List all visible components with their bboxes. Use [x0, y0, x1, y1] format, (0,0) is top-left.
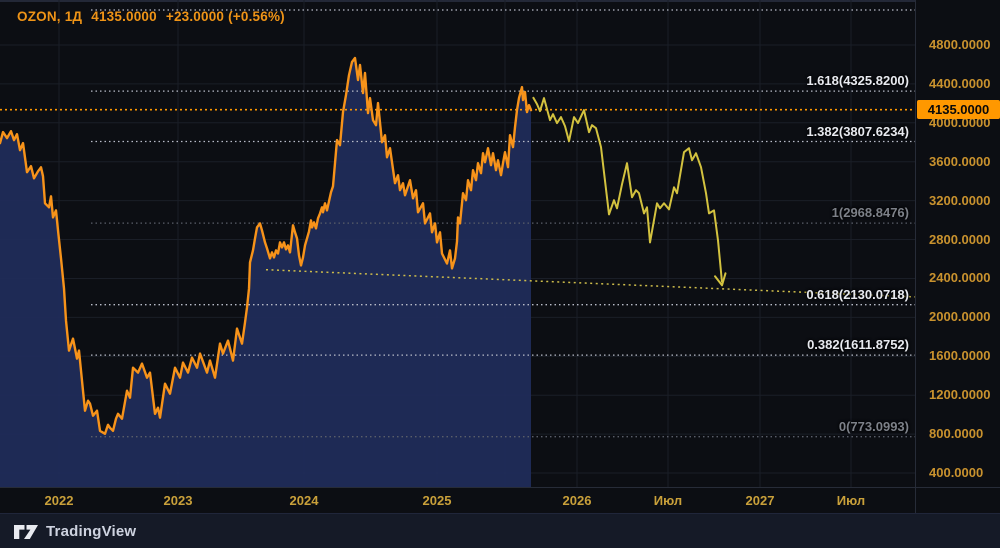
chart-pane[interactable]: OZON, 1Д 4135.0000 +23.0000 (+0.56%) 1.618…: [0, 0, 915, 487]
symbol-legend[interactable]: OZON, 1Д 4135.0000 +23.0000 (+0.56%): [17, 9, 294, 24]
price-axis-tick: 2800.0000: [929, 231, 991, 247]
time-axis-tick: Июл: [653, 493, 683, 508]
price-axis-tick: 2000.0000: [929, 309, 991, 325]
price-axis-tick: 800.0000: [929, 426, 984, 442]
bottom-bar: TradingView: [0, 513, 1000, 548]
time-axis-tick: 2026: [562, 493, 592, 508]
time-axis-tick: 2023: [163, 493, 193, 508]
time-axis-tick: 2027: [745, 493, 775, 508]
fib-level-label: 1.618(4325.8200): [806, 73, 909, 89]
fib-level-label: 0.618(2130.0718): [806, 286, 909, 302]
legend-price: 4135.0000: [91, 9, 157, 24]
time-axis-tick: Июл: [836, 493, 866, 508]
tradingview-logo[interactable]: TradingView: [13, 521, 136, 541]
price-axis-tick: 2400.0000: [929, 270, 991, 286]
fib-level-label: 1.382(3807.6234): [806, 123, 909, 139]
price-axis-tick: 4400.0000: [929, 75, 991, 91]
price-axis-tick: 1200.0000: [929, 387, 991, 403]
fib-level-label: 1(2968.8476): [831, 205, 909, 221]
price-axis[interactable]: 4135.0000 4800.0000 4400.0000 4000.0000 360…: [915, 0, 1000, 487]
fib-level-label: 0(773.0993): [838, 418, 909, 434]
axis-corner: [915, 487, 1000, 513]
widget-top-edge: [0, 0, 1000, 2]
time-axis[interactable]: 2022 2023 2024 2025 2026 Июл 2027 Июл: [0, 487, 915, 513]
legend-symbol[interactable]: OZON, 1Д: [17, 9, 83, 24]
price-axis-tick: 3200.0000: [929, 192, 991, 208]
legend-change: +23.0000 (+0.56%): [165, 9, 285, 24]
time-axis-tick: 2024: [289, 493, 319, 508]
price-chart-svg[interactable]: [0, 0, 915, 487]
current-price-badge: 4135.0000: [917, 100, 1000, 120]
price-axis-tick: 1600.0000: [929, 348, 991, 364]
tradingview-logo-icon: [13, 521, 39, 541]
forecast-arrow-icon: [714, 272, 727, 287]
time-axis-tick: 2025: [422, 493, 452, 508]
price-axis-tick: 400.0000: [929, 465, 984, 480]
price-axis-tick: 4800.0000: [929, 37, 991, 52]
time-axis-tick: 2022: [44, 493, 74, 508]
fib-level-label: 0.382(1611.8752): [807, 337, 909, 353]
tradingview-wordmark: TradingView: [46, 522, 137, 540]
price-axis-tick: 3600.0000: [929, 153, 991, 169]
